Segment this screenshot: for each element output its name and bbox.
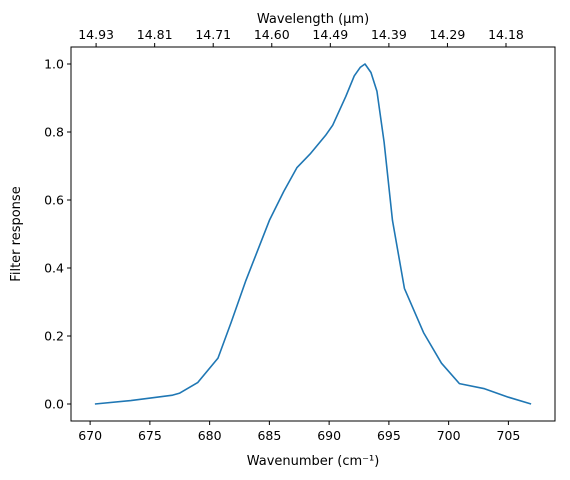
top-x-tick-label: 14.93 — [78, 27, 114, 42]
y-tick-label: 0.0 — [44, 397, 64, 412]
top-x-tick-label: 14.18 — [488, 27, 524, 42]
x-tick-label: 690 — [317, 428, 341, 443]
x-tick-label: 675 — [138, 428, 162, 443]
x-tick-label: 685 — [257, 428, 281, 443]
y-tick-label: 0.8 — [44, 125, 64, 140]
top-x-tick-label: 14.29 — [430, 27, 466, 42]
top-x-tick-label: 14.39 — [371, 27, 407, 42]
bottom-x-ticks: 670 675 680 685 690 695 700 705 — [78, 421, 520, 443]
y-ticks: 0.0 0.2 0.4 0.6 0.8 1.0 — [44, 57, 71, 412]
top-x-tick-label: 14.60 — [254, 27, 290, 42]
top-x-axis-title: Wavelength (μm) — [257, 12, 369, 27]
top-x-tick-label: 14.49 — [312, 27, 348, 42]
x-tick-label: 670 — [78, 428, 102, 443]
x-tick-label: 680 — [198, 428, 222, 443]
top-x-tick-label: 14.81 — [137, 27, 173, 42]
y-tick-label: 1.0 — [44, 57, 64, 72]
top-x-ticks: 14.93 14.81 14.71 14.60 14.49 14.39 14.29 14.18 — [78, 27, 524, 47]
x-tick-label: 700 — [437, 428, 461, 443]
x-tick-label: 695 — [377, 428, 401, 443]
x-tick-label: 705 — [496, 428, 520, 443]
top-x-tick-label: 14.71 — [195, 27, 231, 42]
x-axis-title: Wavenumber (cm⁻¹) — [247, 454, 380, 469]
y-tick-label: 0.6 — [44, 193, 64, 208]
y-axis-title: Filter response — [9, 186, 24, 281]
y-tick-label: 0.2 — [44, 329, 64, 344]
y-tick-label: 0.4 — [44, 261, 64, 276]
series-line — [94, 63, 532, 405]
plot-frame — [70, 46, 556, 422]
series-layer — [94, 63, 532, 405]
